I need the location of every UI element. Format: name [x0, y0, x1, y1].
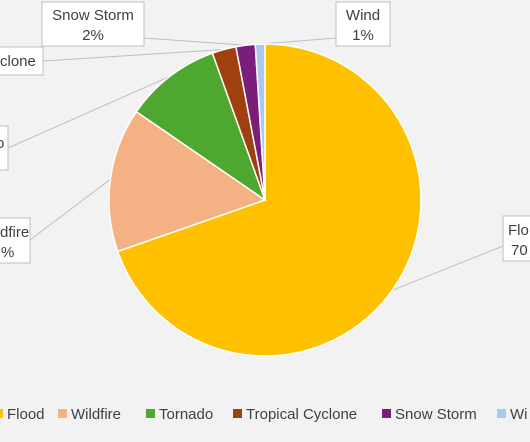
legend-label-wind: Wi — [510, 406, 528, 423]
leader-line-flood — [392, 245, 504, 291]
data-label-snow-storm: Snow Storm 2% — [41, 1, 145, 47]
data-label-flood-value: 70 — [511, 242, 528, 259]
legend-swatch-wildfire — [58, 409, 67, 418]
legend-swatch-tropical-cyclone — [233, 409, 242, 418]
pie-slices — [108, 43, 422, 357]
legend-label-tropical-cyclone: Tropical Cyclone — [246, 406, 357, 423]
data-label-snow-storm-name: Snow Storm — [52, 7, 134, 24]
legend-label-tornado: Tornado — [159, 406, 213, 423]
pie-slice-wildfire — [108, 110, 267, 253]
legend-swatch-tornado — [146, 409, 155, 418]
legend-swatch-wind — [497, 409, 506, 418]
data-label-tropical-cyclone: clone — [0, 46, 44, 76]
legend-label-wildfire: Wildfire — [71, 406, 121, 423]
legend-label-snow-storm: Snow Storm — [395, 406, 477, 423]
data-label-tornado: o — [0, 125, 9, 171]
data-label-wind-name: Wind — [346, 7, 380, 24]
leader-line-tropical-cyclone — [42, 48, 225, 62]
leader-line-wildfire — [29, 178, 111, 241]
data-label-tornado-name: o — [0, 135, 4, 152]
pie-slice-flood — [116, 43, 422, 357]
legend-swatch-flood — [0, 409, 3, 418]
legend: Flood Wildfire Tornado Tropical Cyclone Snow… — [0, 406, 528, 423]
leader-line-wind — [260, 37, 337, 45]
data-label-tropical-cyclone-name: clone — [0, 53, 36, 70]
data-label-wildfire: dfire % — [0, 217, 31, 264]
data-label-wildfire-name: dfire — [0, 224, 29, 241]
data-label-snow-storm-value: 2% — [82, 27, 104, 44]
data-label-wildfire-value: % — [1, 244, 14, 261]
data-label-wind: Wind 1% — [335, 1, 391, 47]
data-label-flood: Flo 70 — [502, 215, 530, 262]
data-label-wind-value: 1% — [352, 27, 374, 44]
data-label-flood-name: Flo — [508, 222, 529, 239]
leader-lines — [7, 37, 504, 291]
leader-line-tornado — [7, 75, 170, 149]
legend-label-flood: Flood — [7, 406, 45, 423]
legend-swatch-snow-storm — [382, 409, 391, 418]
pie-slice-tornado — [135, 52, 267, 202]
leader-line-snow-storm — [143, 37, 246, 46]
data-labels: Snow Storm 2% Wind 1% clone o dfire % Fl… — [0, 1, 530, 264]
pie-slice-wind — [254, 43, 266, 201]
